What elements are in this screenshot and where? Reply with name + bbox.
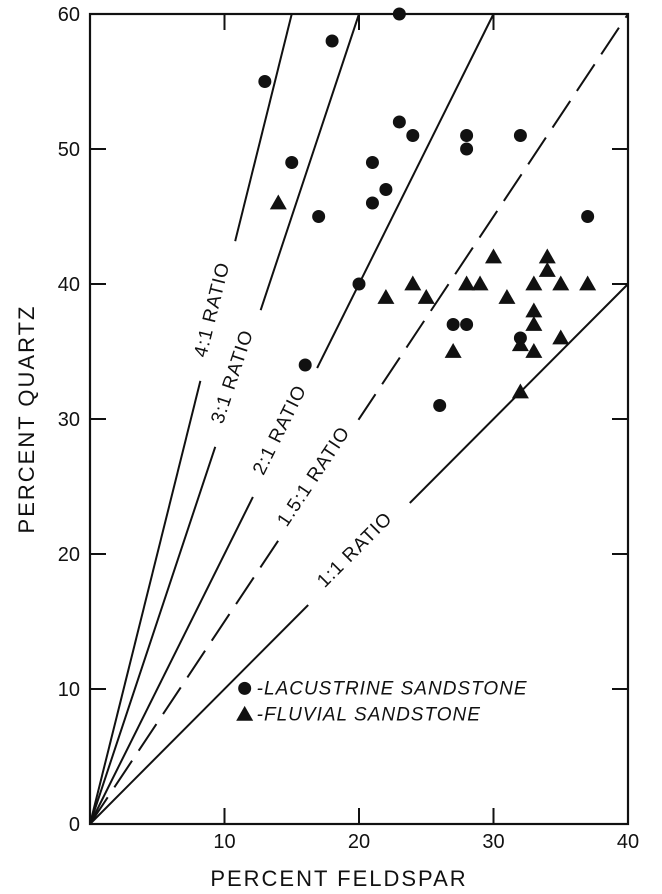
lacustrine-point — [325, 34, 339, 48]
lacustrine-point — [392, 115, 406, 129]
lacustrine-point — [312, 210, 326, 223]
lacustrine-point — [446, 318, 460, 331]
legend-label: -FLUVIAL SANDSTONE — [257, 704, 481, 725]
lacustrine-point — [460, 129, 474, 142]
y-tick-label: 10 — [58, 679, 80, 701]
lacustrine-point — [392, 7, 406, 21]
fluvial-point — [269, 194, 287, 210]
x-tick-label: 30 — [482, 831, 504, 853]
fluvial-point — [511, 336, 529, 352]
lacustrine-point — [460, 318, 474, 331]
x-axis-title: PERCENT FELDSPAR — [210, 866, 467, 891]
fluvial-point — [538, 248, 556, 264]
legend-triangle-marker — [236, 705, 254, 721]
data-points — [258, 7, 597, 412]
fluvial-point — [444, 343, 462, 358]
fluvial-point — [552, 329, 570, 345]
fluvial-point — [552, 275, 570, 291]
fluvial-point — [404, 275, 422, 291]
axis-tick-labels: 10 20 30 40 0 10 20 30 40 50 60 — [58, 4, 639, 853]
y-tick-label: 30 — [58, 409, 80, 431]
lacustrine-point — [513, 129, 527, 142]
ratio-line — [89, 13, 629, 825]
fluvial-point — [417, 289, 435, 304]
fluvial-point — [525, 275, 543, 291]
ratio-line-label: 1:1 RATIO — [313, 508, 397, 592]
lacustrine-point — [581, 210, 595, 223]
ratio-label-bg — [186, 237, 241, 383]
ratio-line — [89, 13, 293, 825]
lacustrine-point — [365, 156, 379, 169]
ratio-label-bg — [298, 493, 415, 610]
y-axis-title: PERCENT QUARTZ — [14, 305, 39, 534]
ratio-label-bg — [267, 412, 364, 544]
y-tick-label: 60 — [58, 4, 80, 26]
lacustrine-point — [365, 196, 379, 210]
legend: -LACUSTRINE SANDSTONE -FLUVIAL SANDSTONE — [236, 678, 527, 725]
lacustrine-point — [258, 75, 272, 88]
y-tick-label: 20 — [58, 544, 80, 566]
ratio-line-label: 4:1 RATIO — [190, 260, 234, 360]
lacustrine-point — [379, 183, 393, 196]
legend-label: -LACUSTRINE SANDSTONE — [257, 678, 528, 699]
fluvial-point — [511, 383, 529, 399]
axis-ticks — [89, 13, 629, 825]
lacustrine-point — [352, 277, 366, 291]
lacustrine-point — [406, 129, 420, 142]
lacustrine-point — [460, 142, 474, 156]
x-tick-label: 10 — [213, 831, 235, 853]
lacustrine-point — [298, 358, 312, 372]
lacustrine-point — [433, 399, 447, 412]
ratio-label-bg — [240, 361, 323, 500]
y-tick-label: 0 — [69, 814, 80, 836]
fluvial-point — [538, 262, 556, 277]
x-tick-label: 20 — [348, 831, 370, 853]
fluvial-point — [458, 275, 476, 291]
ratio-label-bg — [201, 305, 267, 449]
fluvial-point — [485, 248, 502, 264]
fluvial-point — [525, 302, 543, 318]
ratio-line-label: 2:1 RATIO — [249, 382, 311, 478]
y-tick-label: 50 — [58, 139, 80, 161]
fluvial-point — [498, 289, 516, 304]
fluvial-point — [471, 275, 489, 291]
legend-circle-marker — [238, 681, 252, 695]
fluvial-point — [525, 316, 543, 331]
fluvial-point — [525, 343, 543, 358]
x-tick-label: 40 — [617, 831, 639, 853]
fluvial-point — [579, 275, 597, 291]
y-tick-label: 40 — [58, 274, 80, 296]
fluvial-point — [377, 289, 395, 304]
lacustrine-point — [285, 156, 299, 169]
